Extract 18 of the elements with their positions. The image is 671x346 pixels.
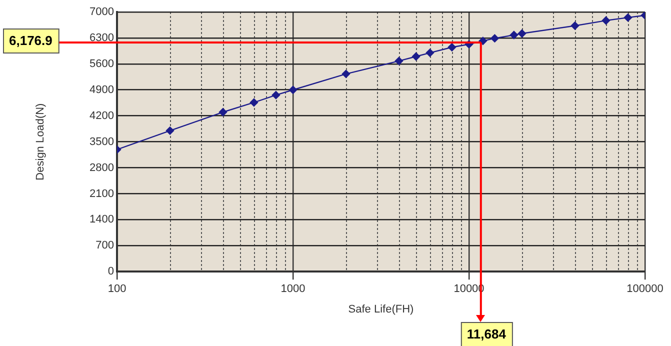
- y-tick-label: 6300: [90, 32, 114, 44]
- x-tick-label: 100: [108, 283, 126, 296]
- y-tick-label: 4200: [90, 110, 114, 122]
- y-axis-title: Design Load(N): [34, 103, 47, 180]
- y-tick-label: 2100: [90, 188, 114, 200]
- y-tick-label: 2800: [90, 162, 114, 174]
- y-tick-label: 0: [108, 266, 114, 278]
- y-tick-label: 700: [96, 240, 114, 252]
- y-tick-label: 7000: [90, 6, 114, 18]
- y-tick-label: 3500: [90, 136, 114, 148]
- y-tick-label: 4900: [90, 84, 114, 96]
- x-tick-label: 1000: [280, 283, 306, 296]
- y-tick-label: 5600: [90, 58, 114, 70]
- ref-line-label: 11,684: [466, 326, 507, 342]
- x-axis-title: Safe Life(FH): [348, 303, 414, 316]
- x-tick-label: 100000: [626, 283, 664, 296]
- y-tick-label: 1400: [90, 214, 114, 226]
- ref-line-label: 6,176.9: [9, 33, 52, 48]
